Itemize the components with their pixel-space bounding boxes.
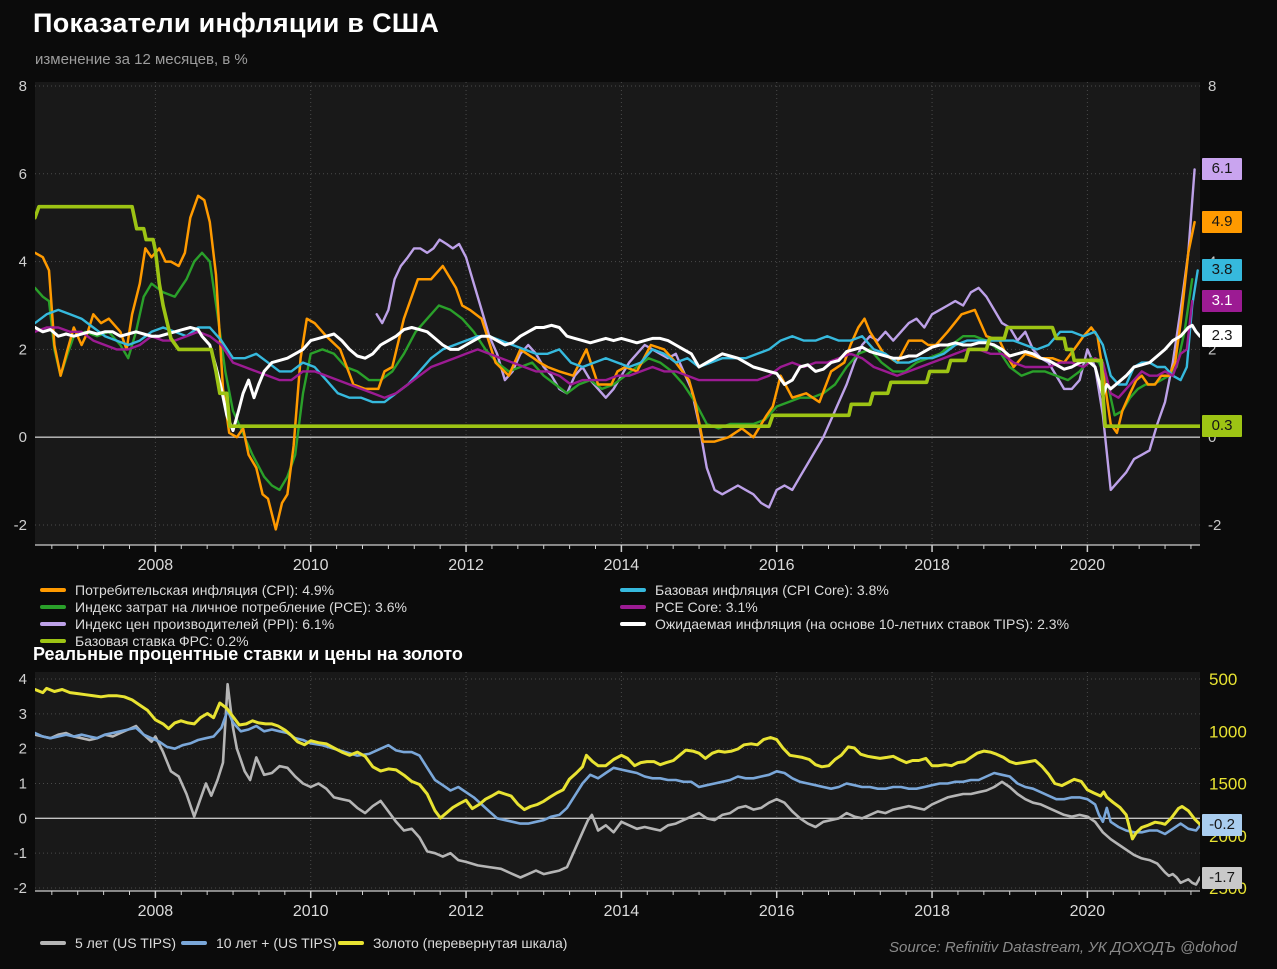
legend-label-gold: Золото (перевернутая шкала): [373, 935, 568, 951]
10y-tips-swatch: [181, 941, 207, 945]
legend-label-ppi: Индекс цен производителей (PPI): 6.1%: [75, 615, 335, 632]
legend-item-expected-inflation: Ожидаемая инфляция (на основе 10-летних …: [620, 615, 1069, 632]
ppi-swatch: [40, 621, 66, 626]
svg-text:2014: 2014: [604, 557, 640, 574]
svg-text:2018: 2018: [914, 903, 950, 920]
gold-swatch: [338, 941, 364, 945]
legend-item-cpi: Потребительская инфляция (CPI): 4.9%: [40, 581, 407, 598]
fed-rate-swatch: [40, 638, 66, 643]
svg-text:2: 2: [1208, 341, 1216, 358]
svg-text:2014: 2014: [604, 903, 640, 920]
svg-text:8: 8: [1208, 78, 1216, 95]
svg-text:8: 8: [19, 78, 27, 95]
pce-core-swatch: [620, 604, 646, 609]
legend-label-fed-rate: Базовая ставка ФРС: 0.2%: [75, 632, 249, 649]
svg-text:2012: 2012: [448, 557, 484, 574]
svg-text:2010: 2010: [293, 557, 329, 574]
legend-item-5y-tips: 5 лет (US TIPS): [40, 933, 176, 953]
svg-text:-1: -1: [14, 845, 27, 862]
page-subtitle: изменение за 12 месяцев, в %: [35, 51, 248, 68]
legend-label-pce-core: PCE Core: 3.1%: [655, 598, 758, 615]
svg-text:-2: -2: [14, 880, 27, 897]
5y-tips-swatch: [40, 941, 66, 945]
svg-text:1: 1: [19, 776, 27, 793]
expected-inflation-swatch: [620, 621, 646, 626]
svg-text:0: 0: [19, 429, 27, 446]
legend-label-5y-tips: 5 лет (US TIPS): [75, 935, 176, 951]
svg-text:2008: 2008: [138, 903, 174, 920]
svg-text:2020: 2020: [1070, 557, 1106, 574]
legend-item-10y-tips: 10 лет + (US TIPS): [181, 933, 337, 953]
legend-label-pce: Индекс затрат на личное потребление (PCE…: [75, 598, 407, 615]
source-note: Source: Refinitiv Datastream, УК ДОХОДЪ …: [889, 939, 1237, 956]
svg-text:2016: 2016: [759, 903, 795, 920]
svg-text:2010: 2010: [293, 903, 329, 920]
svg-text:4: 4: [19, 671, 27, 688]
svg-text:0: 0: [1208, 429, 1216, 446]
cpi-swatch: [40, 587, 66, 592]
svg-text:2016: 2016: [759, 557, 795, 574]
legend-label-expected-inflation: Ожидаемая инфляция (на основе 10-летних …: [655, 615, 1070, 632]
legend-item-pce-core: PCE Core: 3.1%: [620, 598, 1069, 615]
svg-text:1000: 1000: [1209, 722, 1247, 741]
legend-item-pce: Индекс затрат на личное потребление (PCE…: [40, 598, 407, 615]
pce-swatch: [40, 604, 66, 609]
svg-text:2012: 2012: [448, 903, 484, 920]
svg-text:2018: 2018: [914, 557, 950, 574]
legend-item-gold: Золото (перевернутая шкала): [338, 933, 567, 953]
svg-text:2020: 2020: [1070, 903, 1106, 920]
svg-text:500: 500: [1209, 670, 1237, 689]
svg-text:6: 6: [19, 166, 27, 183]
cpi-core-swatch: [620, 587, 646, 592]
svg-text:1500: 1500: [1209, 775, 1247, 794]
legend-item-cpi-core: Базовая инфляция (CPI Core): 3.8%: [620, 581, 1069, 598]
svg-text:2: 2: [19, 341, 27, 358]
svg-text:-2: -2: [1208, 517, 1221, 534]
second-chart-title: Реальные процентные ставки и цены на зол…: [33, 644, 463, 664]
svg-text:2008: 2008: [138, 557, 174, 574]
svg-text:4: 4: [19, 254, 27, 271]
page-title: Показатели инфляции в США: [33, 8, 440, 38]
bottom-chart-legend: 5 лет (US TIPS) 10 лет + (US TIPS) Золот…: [0, 933, 1277, 953]
svg-text:3: 3: [19, 706, 27, 723]
legend-label-10y-tips: 10 лет + (US TIPS): [216, 935, 337, 951]
svg-text:2: 2: [19, 741, 27, 758]
legend-label-cpi: Потребительская инфляция (CPI): 4.9%: [75, 581, 335, 598]
svg-text:2500: 2500: [1209, 879, 1247, 898]
svg-text:-2: -2: [14, 517, 27, 534]
legend-label-cpi-core: Базовая инфляция (CPI Core): 3.8%: [655, 581, 889, 598]
svg-text:2000: 2000: [1209, 827, 1247, 846]
legend-item-ppi: Индекс цен производителей (PPI): 6.1%: [40, 615, 407, 632]
legend-item-fed-rate: Базовая ставка ФРС: 0.2%: [40, 632, 407, 649]
svg-text:0: 0: [19, 810, 27, 827]
